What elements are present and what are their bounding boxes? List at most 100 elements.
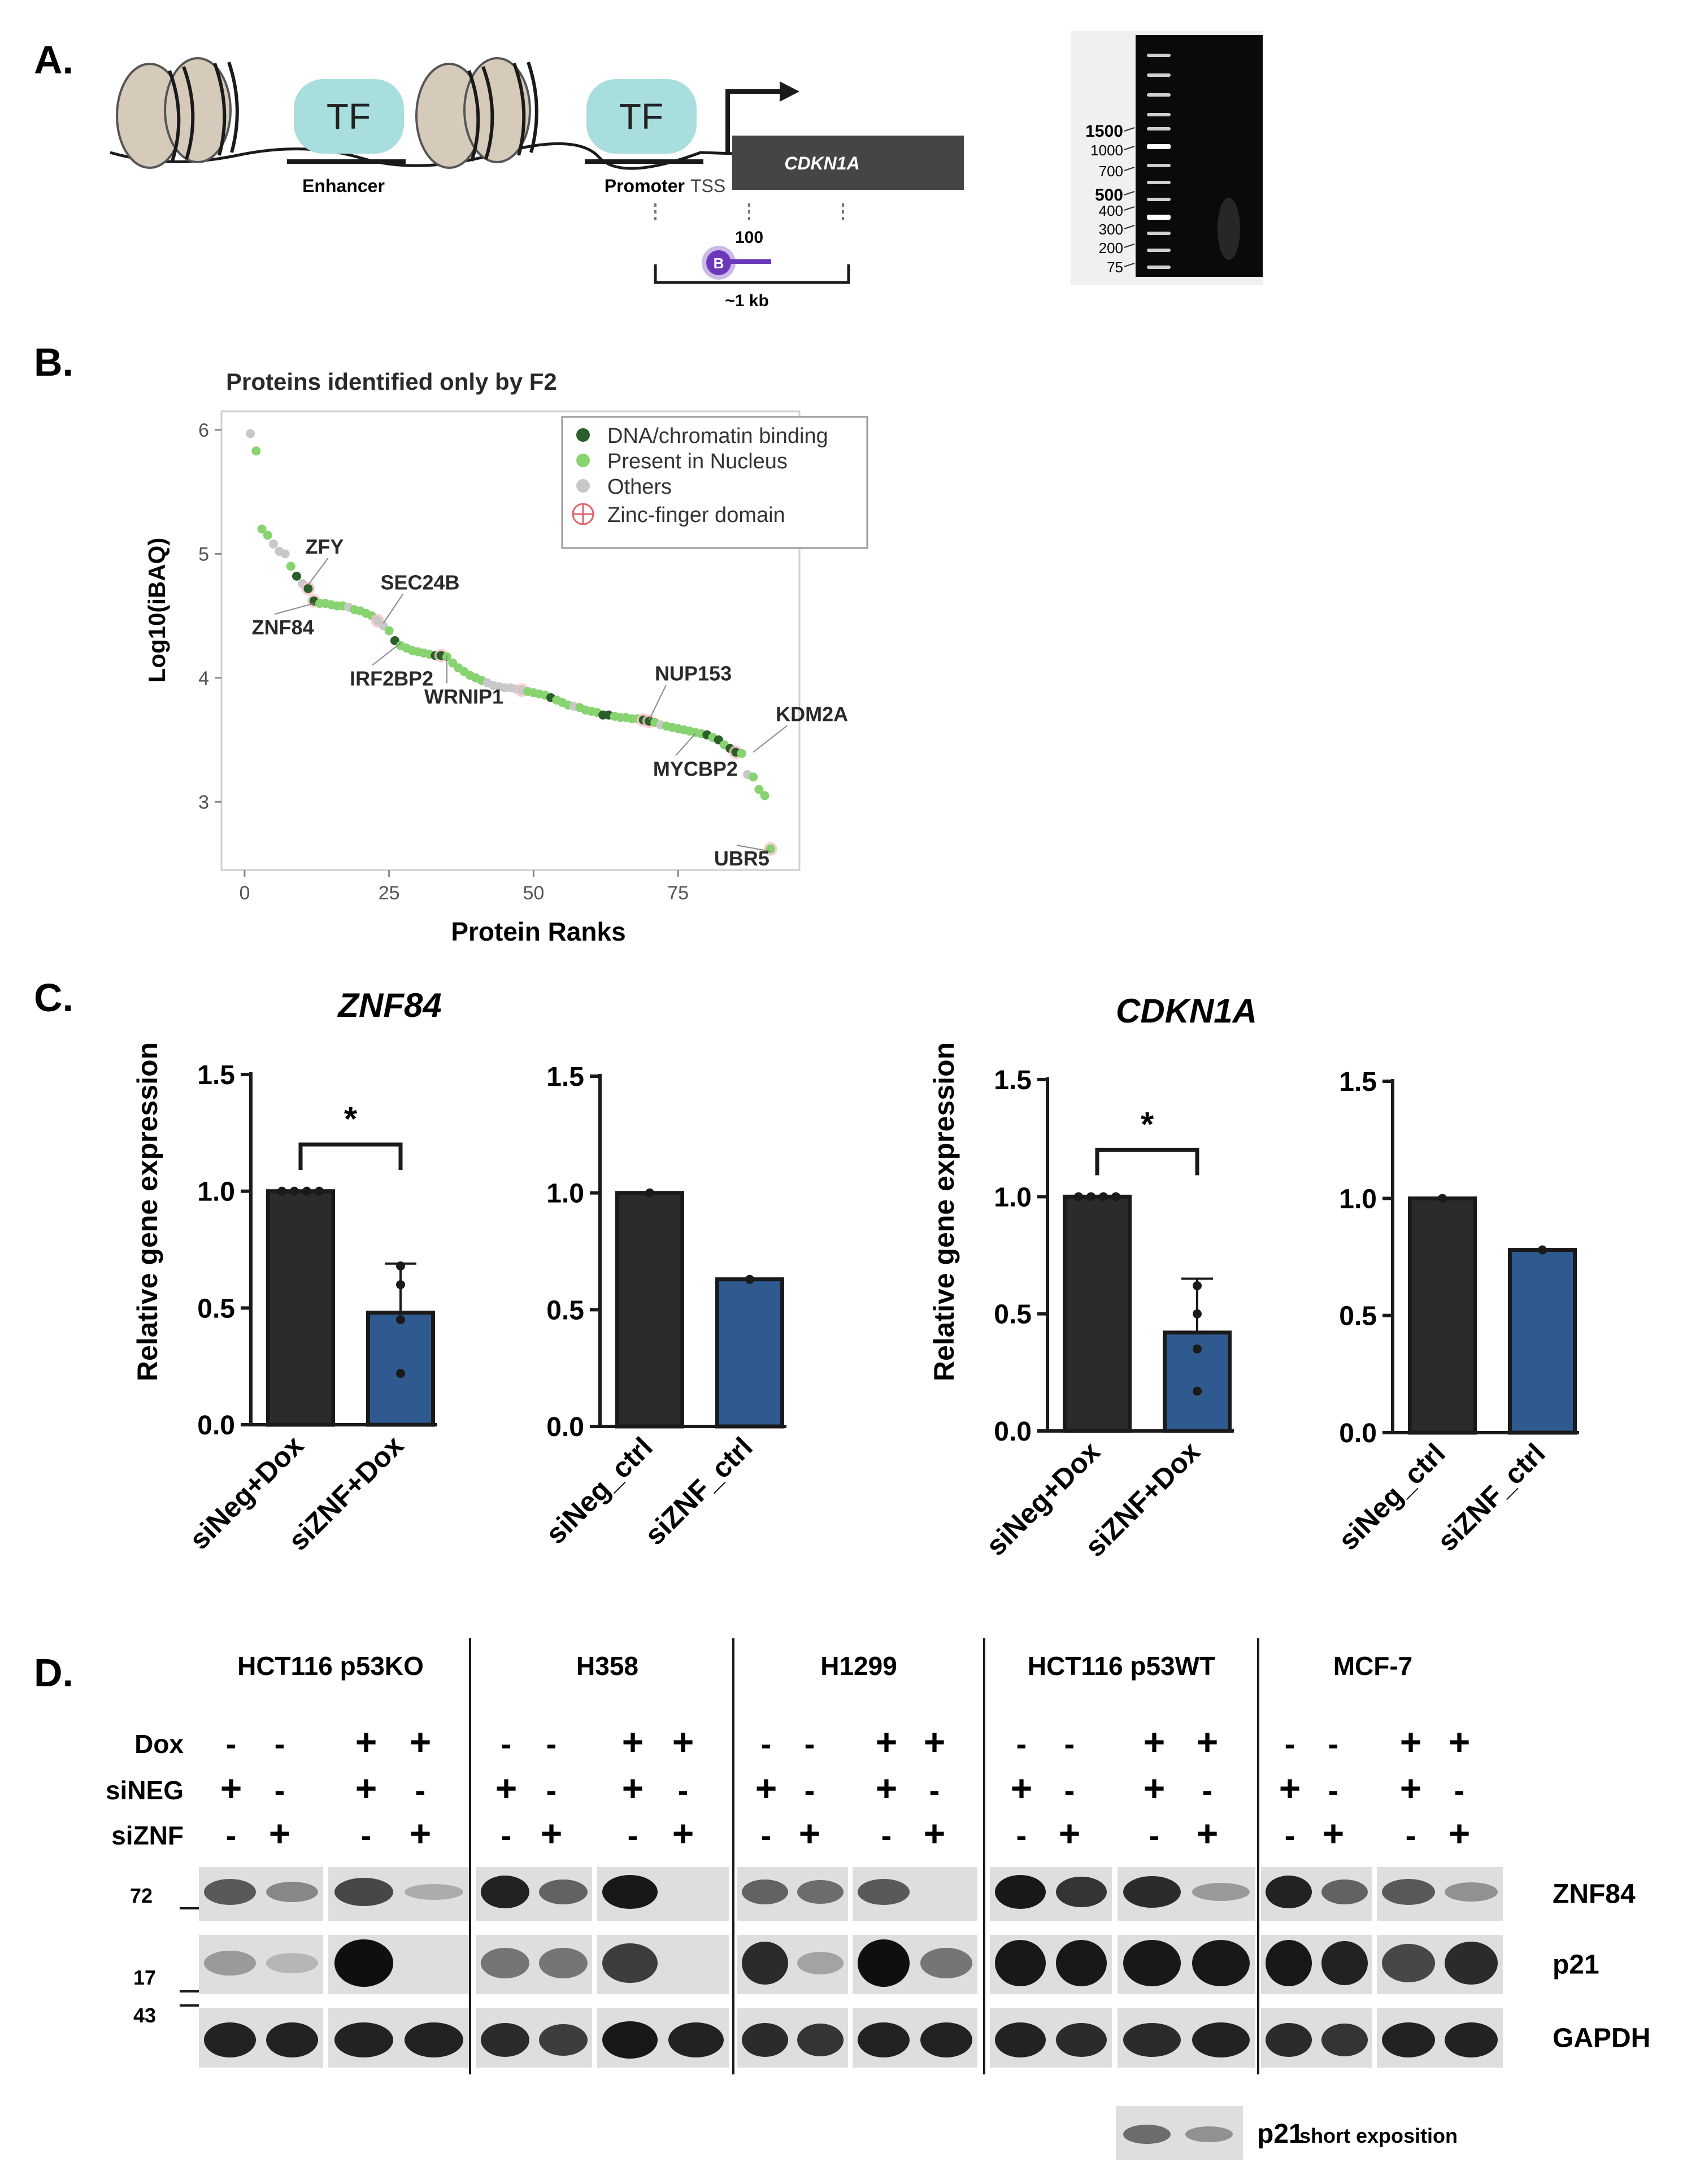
probe-guides [654,203,844,223]
blot-band [1445,1942,1498,1985]
protein-annotation: ZNF84 [252,616,314,639]
gel-ladder-label: 700 [1099,163,1123,180]
gel-ladder-tick [1124,146,1135,150]
protein-point [263,530,272,540]
protein-annotation: SEC24B [380,571,459,594]
scatter-points [246,429,777,856]
minus-sign: - [1454,1772,1465,1808]
replicate-point [396,1261,405,1271]
x-tick-label: 25 [379,882,400,904]
protein-point [754,785,764,794]
gel-ladder-label: 1500 [1085,122,1123,141]
gel-ladder-band [1147,113,1171,116]
plus-sign: + [622,1721,644,1763]
legend-others: Others [607,475,672,499]
gel-ladder-tick [1124,191,1135,195]
plus-sign: + [1279,1767,1301,1809]
blot-band [1192,1883,1250,1901]
blot-band [1266,2023,1312,2057]
minus-sign: - [546,1772,557,1808]
minus-sign: - [1328,1726,1339,1761]
x-tick-label: 75 [667,882,689,904]
minus-sign: - [1016,1817,1027,1853]
promoter-bar [585,159,703,164]
y-tick-label: 5 [198,543,209,565]
biotin-label: B [714,255,724,272]
protein-annotation: ZFY [305,535,344,558]
plus-sign: + [799,1812,821,1854]
minus-sign: - [881,1817,892,1853]
replicate-point [1193,1344,1202,1354]
cdkn1a-gene-title: CDKN1A [1116,992,1257,1030]
annotation-leader [382,593,404,624]
gel-ladder-label: 500 [1095,186,1123,205]
replicate-point [645,1188,654,1198]
plus-sign: + [755,1767,777,1809]
legend-box [561,416,868,549]
blot-band [1321,1941,1368,1985]
minus-sign: - [805,1772,815,1808]
gel-ladder-band [1147,144,1171,149]
blot-band [1445,1882,1498,1902]
significance-bracket [1095,1147,1199,1176]
tf-promoter [586,79,697,154]
gel-ladder-tick [1124,263,1135,267]
treatment-row-label: siNEG [106,1776,184,1805]
plus-sign: + [1197,1721,1219,1763]
gel-ladder-label: 300 [1099,221,1123,238]
short-exposure-label: p21 [1257,2119,1304,2149]
bar [266,1189,335,1427]
replicate-point [1193,1386,1202,1396]
legend-swatch-others [576,479,590,493]
y-tick-label: 1.5 [197,1060,235,1090]
scatter-xlabel: Protein Ranks [451,917,625,946]
y-tick-label: 0.0 [197,1411,235,1441]
blot-band [1321,2024,1368,2056]
minus-sign: - [501,1817,512,1853]
replicate-point [745,1274,754,1284]
protein-point [257,524,267,534]
blot-band [742,1942,788,1985]
replicate-point [1438,1194,1447,1203]
gel-ladder-band [1147,198,1171,201]
plus-sign: + [1144,1767,1166,1809]
minus-sign: - [275,1772,285,1808]
promoter-label: Promoter [605,176,685,196]
blot-band [797,1952,844,1974]
gel-ladder-band [1147,73,1171,77]
plus-sign: + [1144,1721,1166,1763]
minus-sign: - [929,1772,940,1808]
cdkn1a-ylabel: Relative gene expression [928,1042,960,1381]
blot-band [204,1951,256,1976]
blot-target-label: p21 [1553,1950,1599,1980]
annotation-leader [649,685,667,720]
replicate-point [290,1186,299,1196]
replicate-point [1193,1309,1202,1319]
blot-band [920,2022,972,2057]
significance-bracket [298,1142,403,1170]
plus-sign: + [410,1812,432,1854]
tss-arrowhead [780,81,799,102]
x-tick-label: 50 [523,882,545,904]
replicate-point [315,1186,324,1196]
plus-sign: + [672,1812,694,1854]
blot-band [602,2021,658,2059]
replicate-point [396,1315,405,1324]
legend-swatch-dna [576,428,590,442]
znf84-ylabel: Relative gene expression [132,1042,163,1381]
short-exposure-note: short exposition [1299,2124,1458,2147]
blot-band [1382,1879,1435,1905]
blot-band [858,1879,910,1905]
plus-sign: + [1011,1767,1033,1809]
tf-label-2: TF [619,96,663,137]
annotation-leader [736,845,771,852]
blot-band [742,1880,788,1904]
protein-point [286,562,295,571]
plus-sign: + [220,1767,242,1809]
marker-label: 72 [130,1884,153,1907]
gel-ladder-band [1147,164,1171,167]
legend-dna: DNA/chromatin binding [607,424,828,448]
tss-arrow [725,89,782,153]
